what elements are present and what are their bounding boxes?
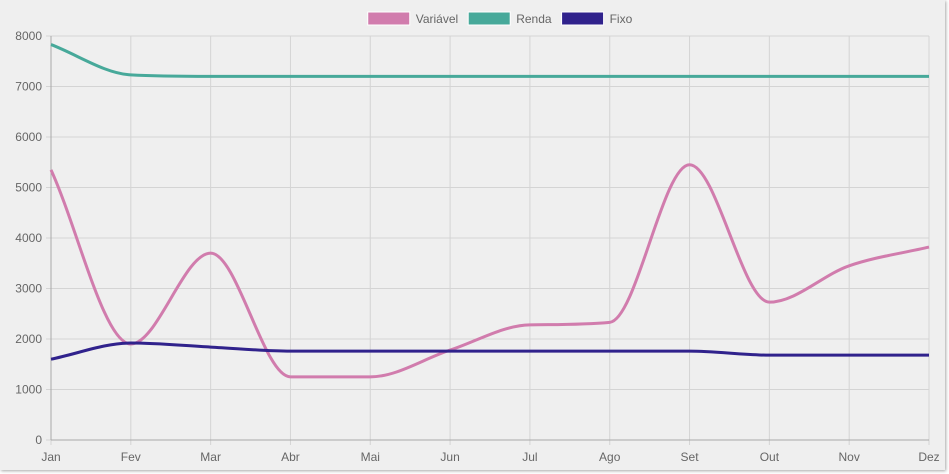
legend-swatch — [561, 11, 605, 26]
x-tick-label: Set — [681, 450, 700, 464]
grid-lines — [46, 35, 930, 445]
x-axis-tick-labels: Jan Fev Mar Abr Mai Jun Jul Ago Set Out Nov Dez — [41, 450, 939, 464]
y-tick-label: 6000 — [15, 130, 42, 144]
x-tick-label: Jun — [440, 450, 459, 464]
legend-label: Renda — [516, 12, 552, 26]
x-tick-label: Mai — [361, 450, 380, 464]
axes — [50, 36, 929, 441]
legend-label: Fixo — [610, 12, 633, 26]
x-tick-label: Out — [760, 450, 780, 464]
legend-swatch — [467, 11, 511, 26]
y-tick-label: 3000 — [15, 282, 42, 296]
legend-item-variavel[interactable]: Variável — [367, 11, 458, 26]
legend-item-renda[interactable]: Renda — [467, 11, 552, 26]
series-lines — [49, 43, 930, 379]
x-tick-label: Mar — [200, 450, 221, 464]
y-axis-tick-labels: 0 1000 2000 3000 4000 5000 6000 7000 8000 — [15, 29, 42, 447]
x-tick-label: Dez — [918, 450, 939, 464]
legend-label: Variável — [416, 12, 458, 26]
legend-swatch — [367, 11, 411, 26]
y-tick-label: 8000 — [15, 29, 42, 43]
legend[interactable]: Variável Renda Fixo — [367, 11, 633, 26]
y-tick-label: 2000 — [15, 332, 42, 346]
y-tick-label: 4000 — [15, 231, 42, 245]
y-tick-label: 0 — [35, 433, 42, 447]
series-line-fixo — [50, 341, 929, 361]
y-tick-label: 5000 — [15, 181, 42, 195]
x-tick-label: Nov — [839, 450, 860, 464]
x-tick-label: Fev — [121, 450, 141, 464]
x-tick-label: Jul — [522, 450, 537, 464]
x-tick-label: Ago — [599, 450, 621, 464]
y-tick-label: 1000 — [15, 383, 42, 397]
x-tick-label: Jan — [41, 450, 60, 464]
series-line-variavel — [49, 163, 930, 379]
y-tick-label: 7000 — [15, 80, 42, 94]
series-line-renda — [50, 43, 929, 78]
x-tick-label: Abr — [281, 450, 300, 464]
legend-item-fixo[interactable]: Fixo — [561, 11, 633, 26]
